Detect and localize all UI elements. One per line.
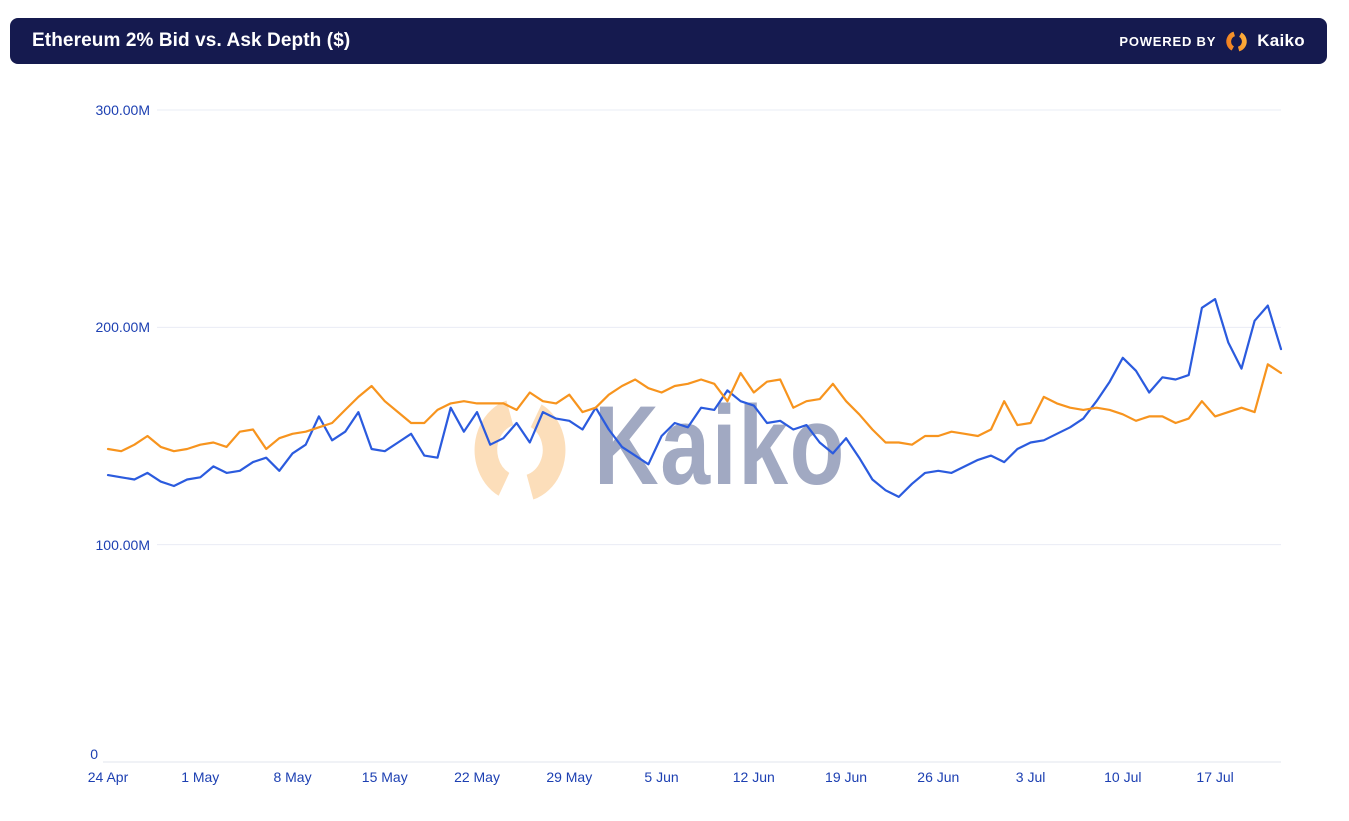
x-tick-label: 1 May [181, 769, 220, 785]
x-tick-label: 10 Jul [1104, 769, 1142, 785]
y-tick-label: 300.00M [95, 102, 150, 118]
kaiko-brand-name: Kaiko [1257, 31, 1305, 50]
x-tick-label: 3 Jul [1015, 769, 1046, 785]
y-tick-label: 0 [90, 746, 98, 762]
x-tick-label: 17 Jul [1196, 769, 1234, 785]
powered-by-label: POWERED BY [1119, 33, 1217, 49]
kaiko-logo-icon [1226, 30, 1247, 52]
chart-title: Ethereum 2% Bid vs. Ask Depth ($) [32, 30, 351, 51]
line-ask-depth [106, 363, 1283, 453]
x-tick-label: 8 May [273, 769, 312, 785]
x-tick-label: 19 Jun [825, 769, 868, 785]
y-tick-label: 100.00M [95, 536, 150, 553]
kaiko-brand-link[interactable]: POWERED BY Kaiko [1119, 30, 1305, 53]
x-tick-label: 15 May [361, 769, 408, 785]
x-tick-label: 22 May [454, 769, 500, 785]
x-tick-label: 12 Jun [732, 769, 775, 785]
x-tick-label: 5 Jun [644, 769, 679, 785]
line-bid-depth [106, 298, 1283, 498]
y-tick-label: 200.00M [95, 319, 150, 336]
x-tick-label: 24 Apr [87, 769, 129, 785]
chart-header: Ethereum 2% Bid vs. Ask Depth ($) POWERE… [10, 18, 1327, 64]
x-tick-label: 29 May [546, 769, 593, 785]
x-tick-label: 26 Jun [917, 769, 960, 785]
